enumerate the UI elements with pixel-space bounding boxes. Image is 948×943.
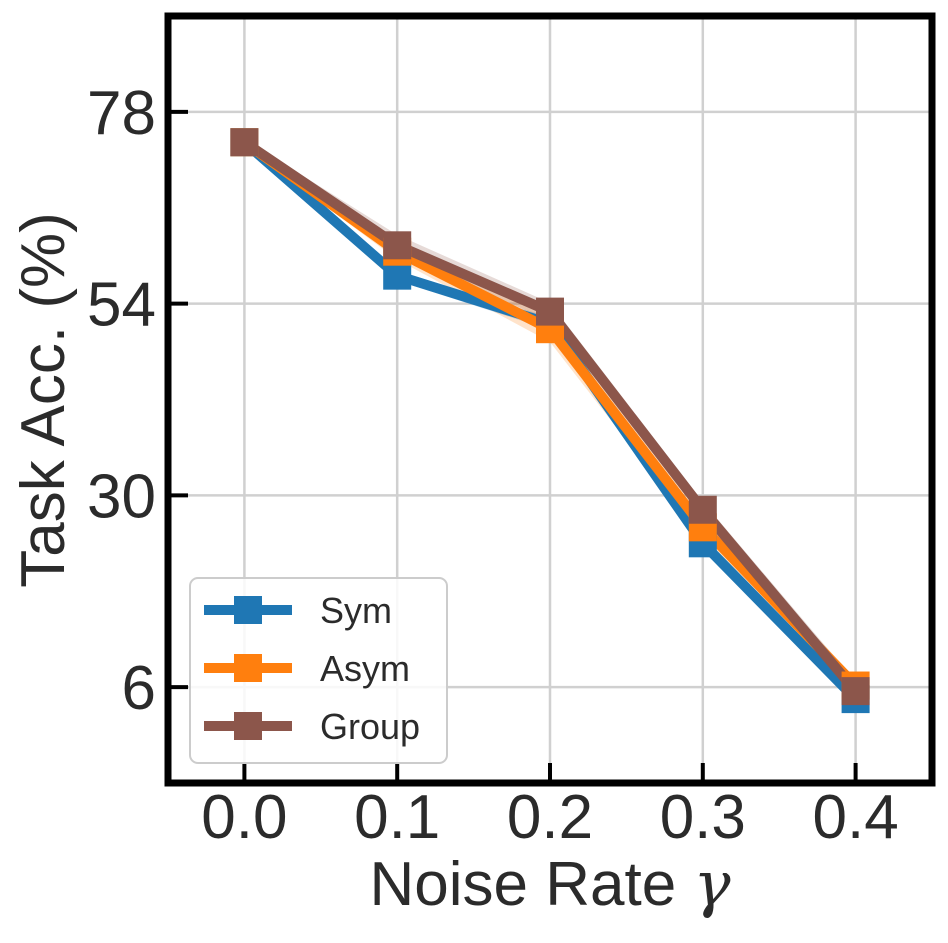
legend-marker bbox=[234, 596, 262, 624]
y-tick-label: 6 bbox=[122, 654, 156, 723]
x-axis-title: Noise Rate γ bbox=[370, 847, 732, 920]
y-axis-ticks: 6 30 54 78 bbox=[87, 79, 188, 723]
point-group bbox=[230, 128, 259, 157]
legend-marker bbox=[234, 654, 262, 682]
legend-label: Sym bbox=[320, 590, 392, 631]
legend-label: Group bbox=[320, 706, 420, 747]
point-group bbox=[536, 297, 564, 326]
y-tick-label: 54 bbox=[87, 271, 156, 340]
x-tick-label: 0.0 bbox=[201, 783, 287, 852]
legend: Sym Asym Group bbox=[189, 577, 448, 764]
y-tick-label: 78 bbox=[87, 79, 156, 148]
x-axis-ticks: 0.0 0.1 0.2 0.3 0.4 bbox=[201, 763, 899, 852]
point-sym bbox=[383, 261, 412, 290]
x-tick-label: 0.3 bbox=[660, 783, 746, 852]
series-markers bbox=[230, 128, 870, 714]
point-group bbox=[688, 495, 717, 524]
x-tick-label: 0.1 bbox=[354, 783, 440, 852]
x-tick-label: 0.2 bbox=[507, 783, 593, 852]
x-tick-label: 0.4 bbox=[812, 783, 898, 852]
y-tick-label: 30 bbox=[87, 462, 156, 531]
point-group bbox=[841, 677, 870, 706]
legend-label: Asym bbox=[320, 648, 410, 689]
y-axis-title: Task Acc. (%) bbox=[9, 212, 78, 588]
point-group bbox=[383, 231, 412, 260]
legend-marker bbox=[234, 712, 262, 740]
